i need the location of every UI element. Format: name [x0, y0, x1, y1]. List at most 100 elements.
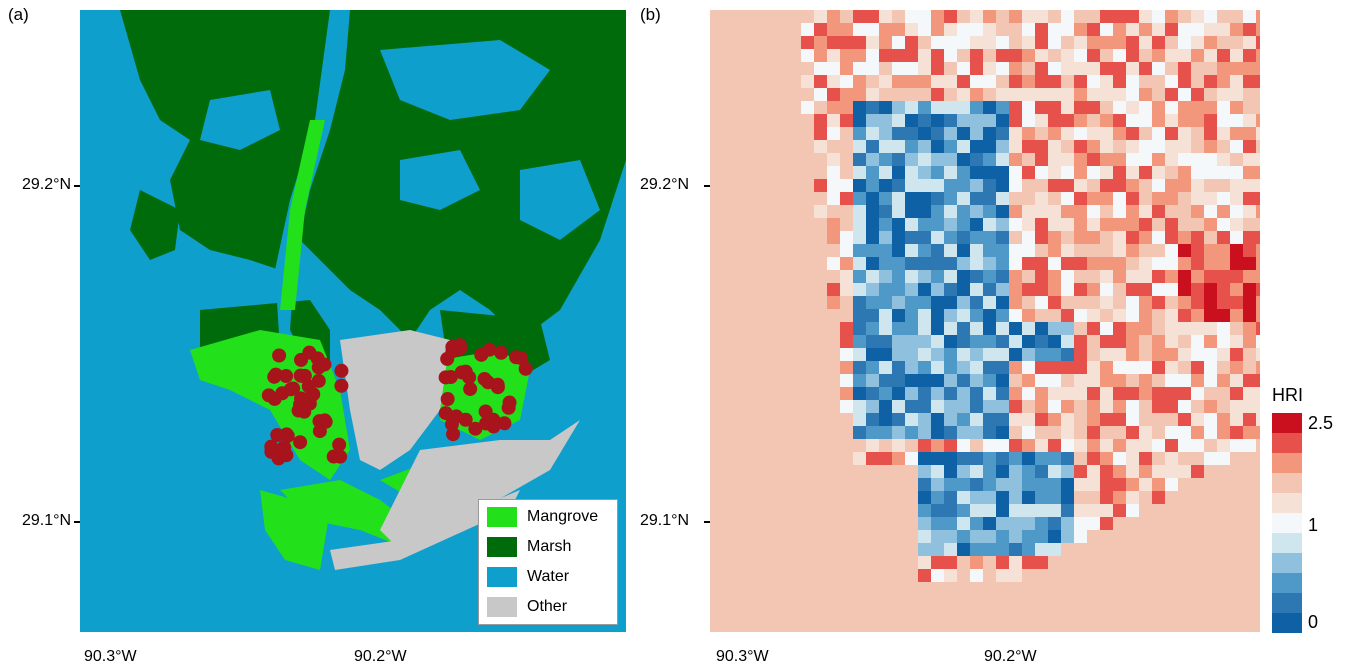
hri-cell — [944, 127, 957, 140]
hri-cell — [1178, 465, 1191, 478]
hri-cell — [879, 192, 892, 205]
hri-cell — [1165, 166, 1178, 179]
hri-cell — [853, 75, 866, 88]
hri-cell — [827, 62, 840, 75]
hri-cell — [892, 361, 905, 374]
hri-cell — [1035, 452, 1048, 465]
hri-cell — [1152, 244, 1165, 257]
hri-cell — [1191, 205, 1204, 218]
hri-cell — [879, 88, 892, 101]
hri-cell — [827, 114, 840, 127]
colorbar-value-min: 0 — [1308, 612, 1319, 632]
hri-cell — [996, 114, 1009, 127]
hri-cell — [931, 452, 944, 465]
hri-cell — [957, 322, 970, 335]
hri-cell — [1217, 374, 1230, 387]
hri-cell — [1113, 374, 1126, 387]
hri-cell — [1217, 400, 1230, 413]
hri-cell — [1126, 127, 1139, 140]
sample-point — [317, 413, 332, 428]
sample-point — [275, 386, 290, 401]
sample-point — [294, 391, 309, 406]
hri-cell — [827, 10, 840, 23]
hri-cell — [1139, 270, 1152, 283]
hri-cell — [853, 283, 866, 296]
hri-cell — [1139, 465, 1152, 478]
hri-cell — [879, 322, 892, 335]
hri-cell — [879, 205, 892, 218]
hri-cell — [1152, 153, 1165, 166]
hri-cell — [892, 452, 905, 465]
hri-cell — [1113, 153, 1126, 166]
hri-cell — [1230, 348, 1243, 361]
hri-cell — [944, 192, 957, 205]
hri-cell — [1256, 166, 1260, 179]
hri-cell — [957, 49, 970, 62]
hri-cell — [983, 517, 996, 530]
hri-cell — [1022, 36, 1035, 49]
hri-cell — [1217, 49, 1230, 62]
hri-cell — [840, 205, 853, 218]
hri-cell — [1100, 62, 1113, 75]
hri-cell — [905, 179, 918, 192]
hri-cell — [1178, 36, 1191, 49]
hri-cell — [814, 49, 827, 62]
hri-cell — [1191, 374, 1204, 387]
hri-cell — [1061, 439, 1074, 452]
hri-cell — [1217, 23, 1230, 36]
hri-cell — [1035, 374, 1048, 387]
hri-cell — [918, 62, 931, 75]
hri-cell — [970, 192, 983, 205]
hri-cell — [1126, 23, 1139, 36]
hri-cell — [1165, 49, 1178, 62]
hri-cell — [866, 413, 879, 426]
hri-cell — [1048, 62, 1061, 75]
hri-cell — [1256, 348, 1260, 361]
hri-cell — [1113, 387, 1126, 400]
hri-cell — [827, 244, 840, 257]
hri-cell — [879, 127, 892, 140]
hri-cell — [1152, 114, 1165, 127]
hri-cell — [1165, 413, 1178, 426]
hri-cell — [1022, 517, 1035, 530]
hri-cell — [1126, 49, 1139, 62]
hri-cell — [892, 348, 905, 361]
hri-cell — [892, 62, 905, 75]
hri-cell — [1035, 335, 1048, 348]
hri-cell — [1074, 75, 1087, 88]
hri-cell — [1217, 244, 1230, 257]
hri-cell — [1204, 153, 1217, 166]
hri-cell — [1126, 88, 1139, 101]
hri-cell — [918, 101, 931, 114]
hri-cell — [983, 179, 996, 192]
hri-cell — [1256, 309, 1260, 322]
hri-cell — [1061, 374, 1074, 387]
hri-cell — [1074, 23, 1087, 36]
hri-cell — [1256, 413, 1260, 426]
hri-cell — [879, 218, 892, 231]
hri-cell — [853, 387, 866, 400]
hri-cell — [1113, 465, 1126, 478]
hri-cell — [1152, 166, 1165, 179]
hri-cell — [1113, 270, 1126, 283]
hri-cell — [1217, 36, 1230, 49]
sample-point — [518, 361, 533, 376]
hri-cell — [905, 335, 918, 348]
hri-cell — [1100, 309, 1113, 322]
hri-cell — [1217, 205, 1230, 218]
hri-cell — [879, 140, 892, 153]
hri-cell — [996, 491, 1009, 504]
hri-cell — [1009, 192, 1022, 205]
hri-cell — [1178, 10, 1191, 23]
hri-cell — [866, 309, 879, 322]
hri-cell — [1022, 192, 1035, 205]
hri-cell — [1178, 166, 1191, 179]
sample-point — [295, 368, 310, 383]
hri-cell — [944, 543, 957, 556]
hri-cell — [931, 270, 944, 283]
hri-cell — [918, 465, 931, 478]
hri-cell — [996, 179, 1009, 192]
hri-cell — [892, 23, 905, 36]
hri-cell — [892, 270, 905, 283]
hri-cell — [1152, 465, 1165, 478]
